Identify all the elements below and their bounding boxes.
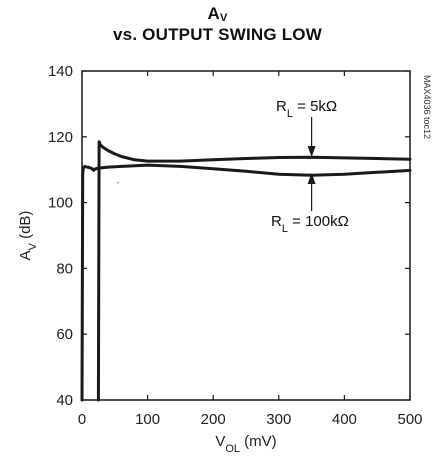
y-tick-label: 120 bbox=[48, 129, 73, 146]
arrowhead-rl-5k bbox=[307, 146, 316, 157]
chart-subtitle: vs. OUTPUT SWING LOW bbox=[113, 25, 322, 44]
arrowhead-rl-100k bbox=[307, 173, 316, 184]
x-tick-label: 500 bbox=[397, 411, 422, 428]
plot-frame bbox=[81, 70, 411, 401]
x-tick-label: 200 bbox=[201, 411, 226, 428]
annotations: RL = 5kΩ RL = 100kΩ bbox=[117, 98, 349, 235]
x-tick-label: 300 bbox=[266, 411, 291, 428]
y-tick-label: 100 bbox=[48, 195, 73, 212]
y-tick-label: 80 bbox=[56, 260, 73, 277]
chart-title: AV bbox=[207, 4, 228, 24]
x-tick-label: 100 bbox=[135, 411, 160, 428]
x-axis-ticks: 0 100 200 300 400 500 bbox=[78, 71, 423, 428]
x-tick-label: 400 bbox=[332, 411, 357, 428]
x-tick-label: 0 bbox=[78, 411, 86, 428]
y-axis-ticks: 40 60 80 100 120 140 bbox=[48, 63, 410, 409]
series-group bbox=[80, 140, 412, 402]
annotation-rl-100k: RL = 100kΩ bbox=[271, 213, 349, 235]
y-tick-label: 40 bbox=[56, 392, 73, 409]
series-line-rl-100k bbox=[80, 163, 412, 402]
stray-dot bbox=[117, 182, 119, 184]
y-tick-label: 60 bbox=[56, 326, 73, 343]
annotation-rl-5k: RL = 5kΩ bbox=[276, 98, 337, 120]
figure-code: MAX4036 toc12 bbox=[422, 75, 432, 139]
series-line-rl-5k bbox=[96, 140, 412, 402]
x-axis-label: VOL (mV) bbox=[215, 433, 276, 455]
y-tick-label: 140 bbox=[48, 63, 73, 80]
y-axis-label: AV (dB) bbox=[17, 211, 39, 261]
